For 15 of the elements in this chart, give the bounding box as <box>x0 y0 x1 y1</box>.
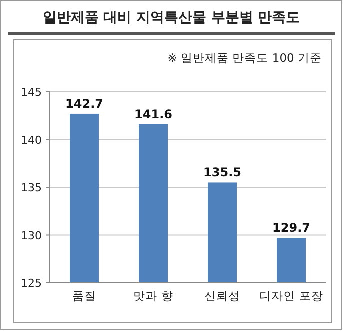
data-label: 142.7 <box>66 96 104 111</box>
x-tick-label: 신뢰성 <box>204 289 240 303</box>
chart-title: 일반제품 대비 지역특산물 부분별 만족도 <box>42 10 300 26</box>
x-tick-label: 맛과 향 <box>134 289 174 303</box>
y-tick-label: 145 <box>21 86 42 99</box>
data-label: 129.7 <box>272 221 310 236</box>
x-tick-label: 품질 <box>72 289 96 303</box>
y-tick-label: 140 <box>21 134 42 147</box>
data-label: 135.5 <box>204 166 242 180</box>
data-label: 141.6 <box>134 107 172 122</box>
chart-subtitle: ※ 일반제품 만족도 100 기준 <box>168 51 322 65</box>
y-tick-label: 135 <box>21 182 42 194</box>
y-tick-label: 125 <box>21 277 42 290</box>
y-tick-label: 130 <box>21 229 42 242</box>
x-tick-label: 디자인 포장 <box>260 289 324 303</box>
